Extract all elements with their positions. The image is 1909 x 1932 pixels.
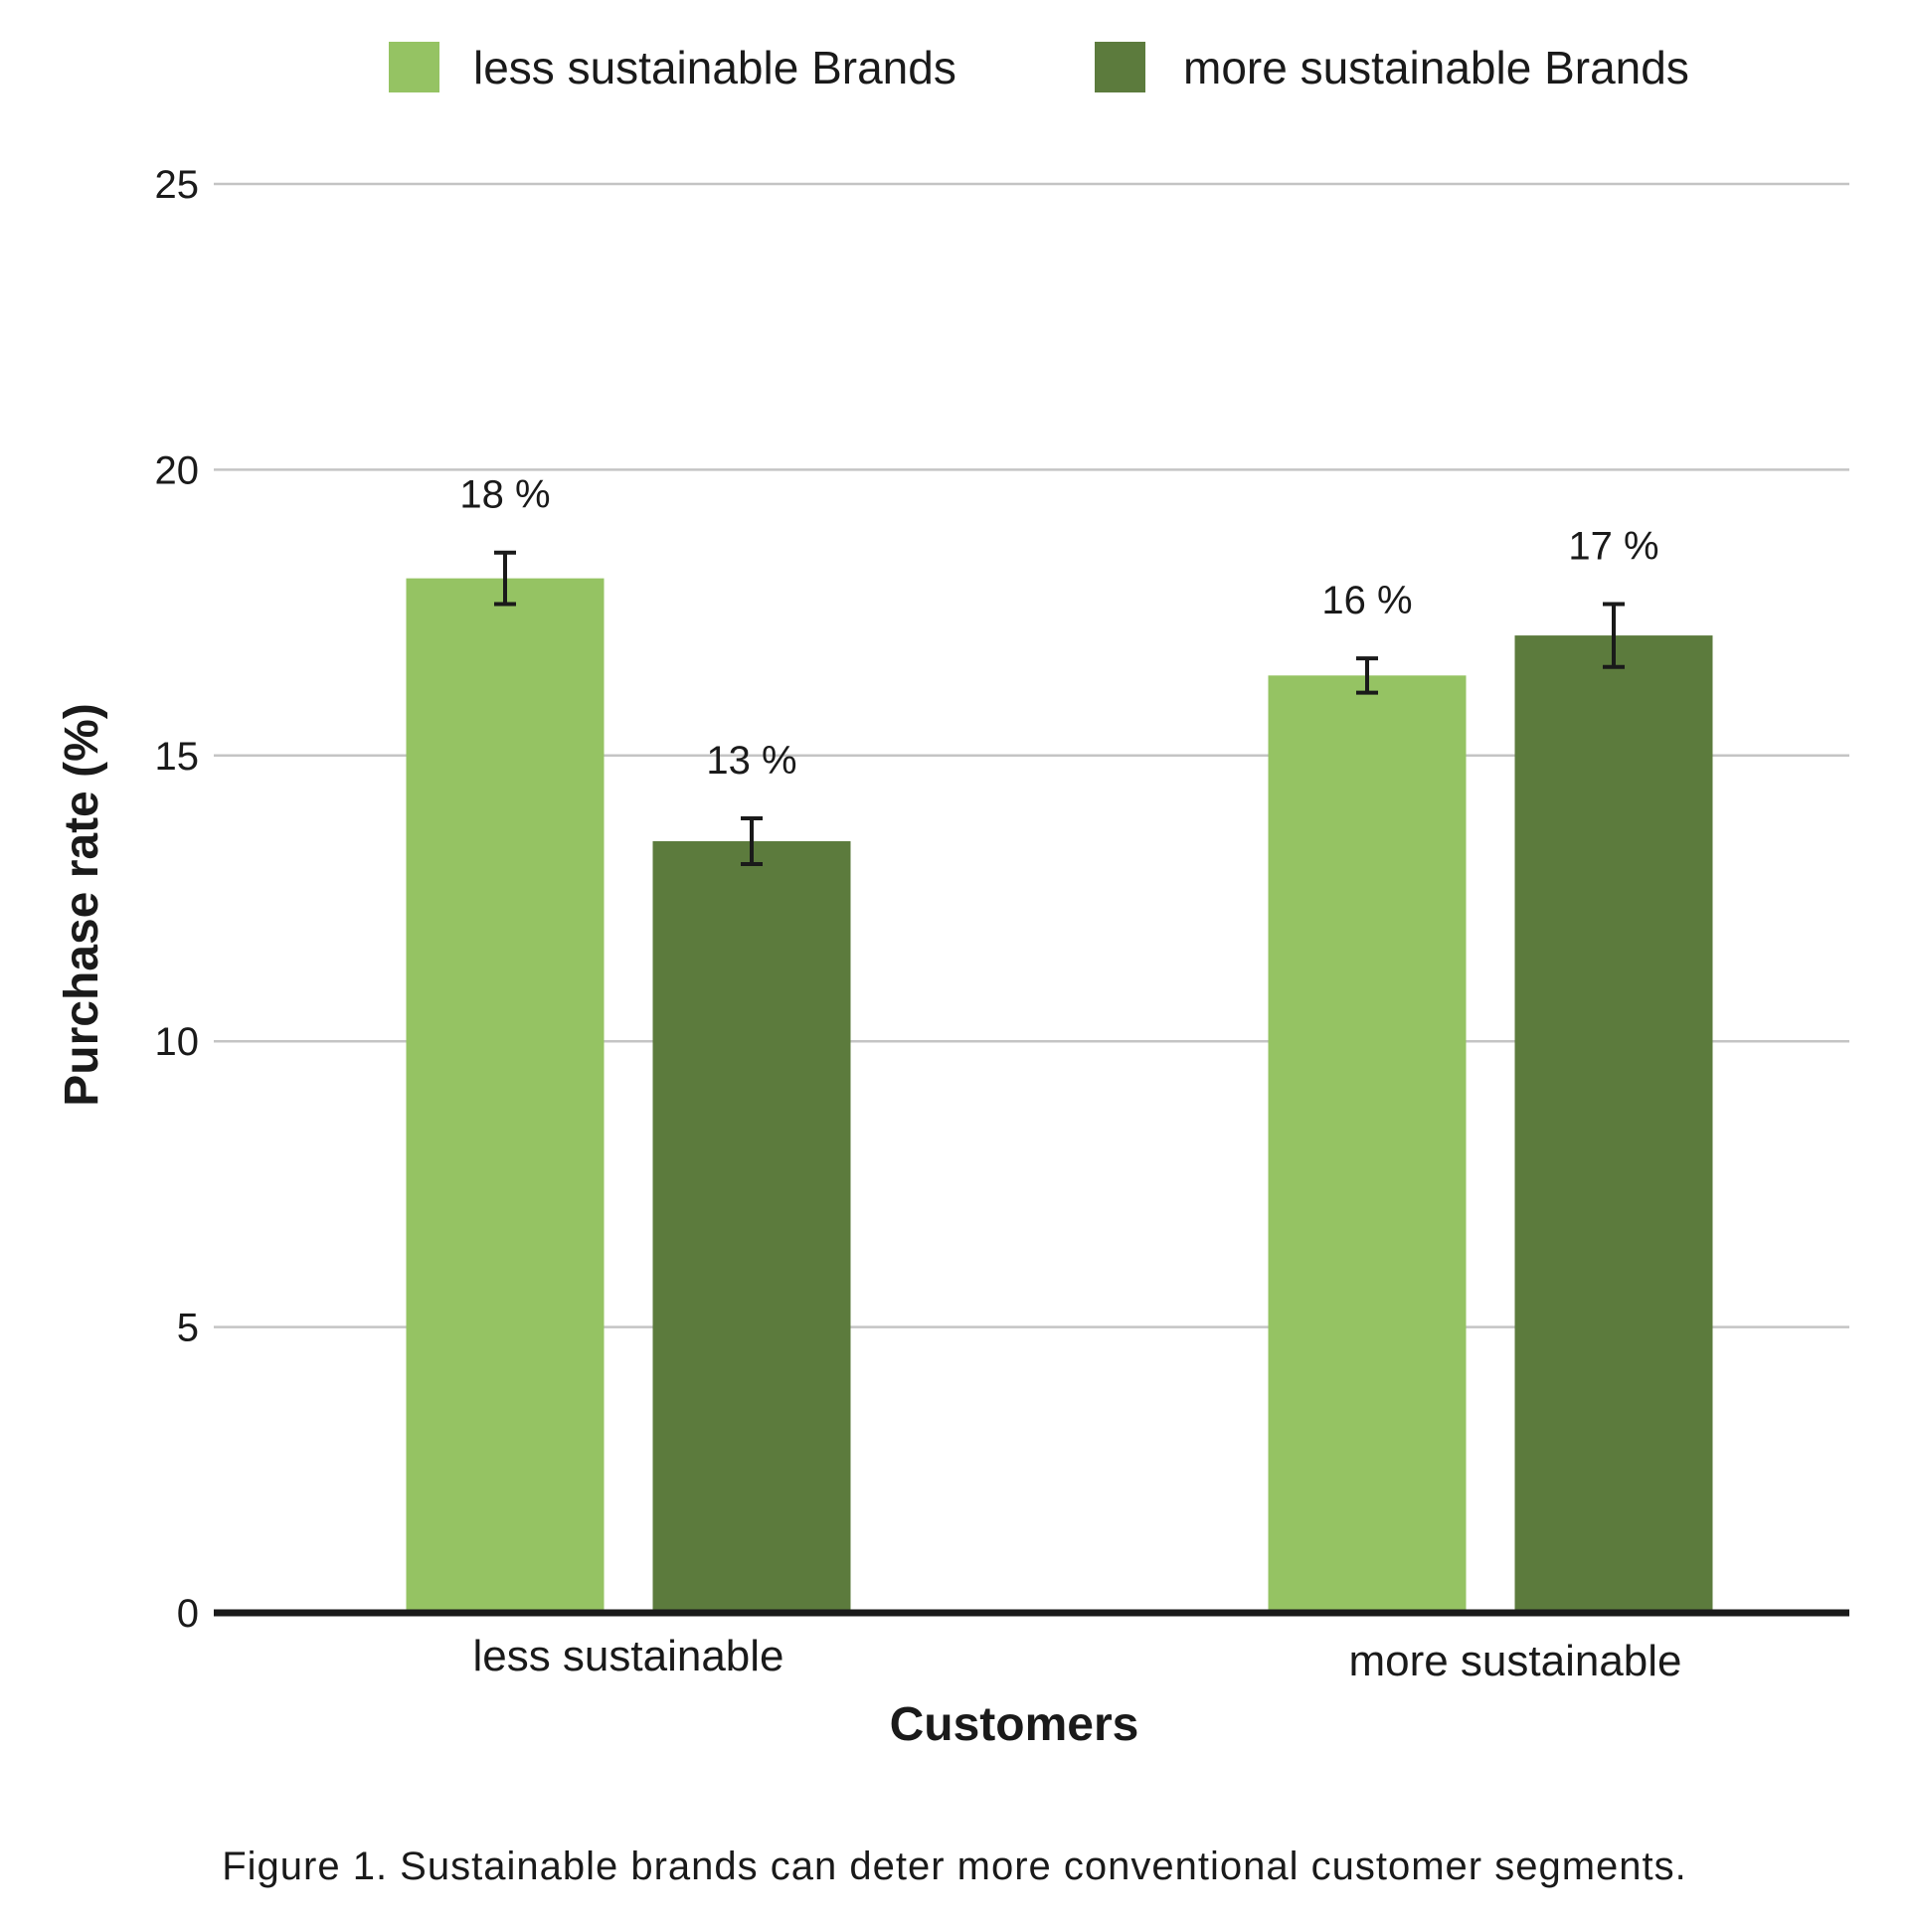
chart-legend: less sustainable Brands more sustainable … xyxy=(389,42,1689,93)
y-axis-ticks: 0 5 10 15 20 25 xyxy=(155,163,200,1636)
y-tick-label: 0 xyxy=(177,1592,199,1636)
bar xyxy=(652,841,851,1613)
legend-label: more sustainable Brands xyxy=(1183,42,1689,93)
y-tick-label: 20 xyxy=(155,448,200,492)
legend-swatch xyxy=(1095,42,1145,92)
bars xyxy=(406,578,1713,1613)
y-tick-label: 15 xyxy=(155,735,200,779)
x-axis-categories: less sustainable more sustainable xyxy=(472,1632,1681,1685)
error-bars xyxy=(494,550,1625,867)
x-category-label: more sustainable xyxy=(1348,1637,1681,1685)
data-label: 16 % xyxy=(1321,579,1412,622)
y-axis-title: Purchase rate (%) xyxy=(56,703,108,1107)
data-labels: 18 % 16 % 13 % 17 % xyxy=(459,473,1658,783)
bar xyxy=(406,578,605,1613)
bar xyxy=(1268,675,1467,1613)
data-label: 13 % xyxy=(706,739,796,783)
bar xyxy=(1514,635,1713,1613)
x-axis-title: Customers xyxy=(890,1698,1139,1751)
figure-caption: Figure 1. Sustainable brands can deter m… xyxy=(222,1844,1687,1888)
y-tick-label: 5 xyxy=(177,1307,199,1350)
data-label: 18 % xyxy=(459,473,550,517)
y-tick-label: 10 xyxy=(155,1020,200,1064)
legend-swatch xyxy=(389,42,439,92)
x-category-label: less sustainable xyxy=(472,1632,783,1680)
legend-label: less sustainable Brands xyxy=(473,42,956,93)
y-tick-label: 25 xyxy=(155,163,200,207)
data-label: 17 % xyxy=(1568,524,1658,568)
